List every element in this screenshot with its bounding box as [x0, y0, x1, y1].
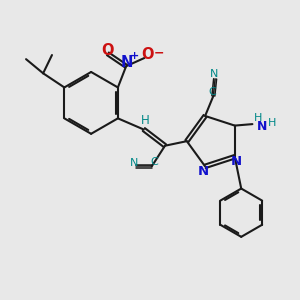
Text: −: − [153, 46, 164, 59]
Text: N: N [121, 55, 134, 70]
Text: O: O [142, 47, 154, 62]
Text: C: C [150, 157, 158, 167]
Text: H: H [141, 114, 150, 127]
Text: H: H [254, 112, 262, 123]
Text: N: N [130, 158, 138, 168]
Text: N: N [198, 165, 209, 178]
Text: C: C [208, 87, 216, 97]
Text: N: N [231, 155, 242, 168]
Text: O: O [102, 44, 114, 59]
Text: N: N [209, 69, 218, 80]
Text: H: H [268, 118, 277, 128]
Text: +: + [130, 51, 140, 61]
Text: N: N [256, 120, 267, 133]
